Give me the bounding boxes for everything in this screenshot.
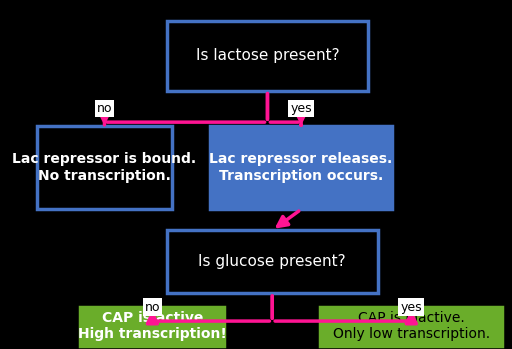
Text: CAP is active
High transcription!: CAP is active High transcription! (78, 311, 227, 341)
Text: Lac repressor releases.
Transcription occurs.: Lac repressor releases. Transcription oc… (209, 153, 393, 183)
Text: yes: yes (400, 300, 422, 314)
Text: Lac repressor is bound.
No transcription.: Lac repressor is bound. No transcription… (12, 153, 197, 183)
FancyBboxPatch shape (37, 126, 172, 209)
FancyBboxPatch shape (210, 126, 392, 209)
Text: Is glucose present?: Is glucose present? (199, 254, 346, 269)
FancyBboxPatch shape (167, 230, 378, 293)
FancyBboxPatch shape (320, 307, 502, 346)
FancyBboxPatch shape (167, 21, 368, 91)
Text: yes: yes (290, 102, 312, 115)
Text: no: no (145, 300, 160, 314)
FancyBboxPatch shape (80, 307, 224, 346)
Text: no: no (97, 102, 112, 115)
Text: CAP is inactive.
Only low transcription.: CAP is inactive. Only low transcription. (333, 311, 490, 341)
Text: Is lactose present?: Is lactose present? (196, 49, 339, 63)
